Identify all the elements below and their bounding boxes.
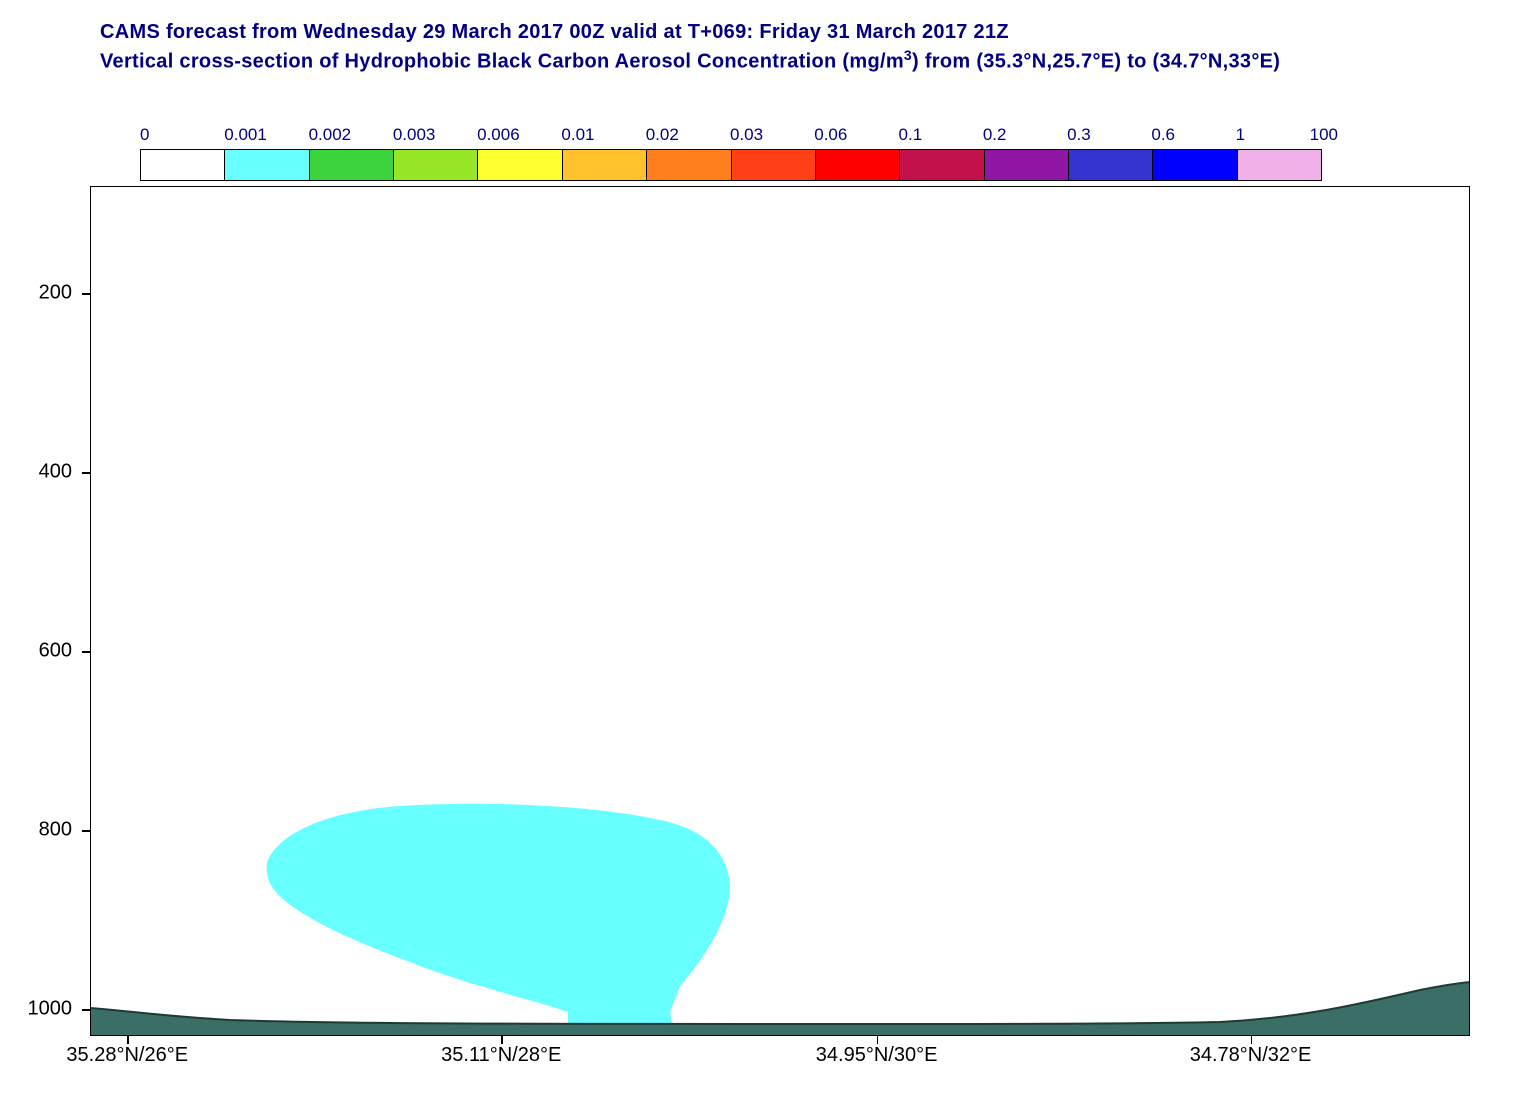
colorbar-label: 100	[1310, 125, 1338, 145]
colorbar-swatch	[225, 150, 309, 180]
colorbar-swatch	[985, 150, 1069, 180]
x-tick-label: 34.78°N/32°E	[1190, 1044, 1312, 1067]
colorbar-label: 0.3	[1067, 125, 1151, 145]
y-tick	[82, 472, 90, 474]
colorbar-label: 0	[140, 125, 224, 145]
terrain-silhouette	[90, 982, 1470, 1036]
colorbar-labels: 00.0010.0020.0030.0060.010.020.030.060.1…	[140, 125, 1320, 145]
y-tick	[82, 651, 90, 653]
colorbar-label: 0.01	[561, 125, 645, 145]
colorbar-swatch	[647, 150, 731, 180]
x-tick	[877, 1036, 879, 1044]
colorbar: 00.0010.0020.0030.0060.010.020.030.060.1…	[140, 125, 1320, 181]
x-tick-label: 35.11°N/28°E	[441, 1044, 561, 1067]
y-tick-label: 1000	[28, 998, 73, 1021]
colorbar-label: 0.6	[1151, 125, 1235, 145]
y-tick-label: 400	[39, 461, 72, 484]
y-tick	[82, 293, 90, 295]
colorbar-swatch	[563, 150, 647, 180]
plot-area: 2004006008001000 35.28°N/26°E35.11°N/28°…	[90, 186, 1470, 1036]
title-superscript: 3	[904, 47, 912, 63]
colorbar-swatch	[478, 150, 562, 180]
colorbar-swatch	[1069, 150, 1153, 180]
colorbar-swatch	[1238, 150, 1321, 180]
colorbar-label: 0.06	[814, 125, 898, 145]
colorbar-swatch	[394, 150, 478, 180]
colorbar-label: 0.02	[646, 125, 730, 145]
colorbar-label: 0.003	[393, 125, 477, 145]
y-tick	[82, 1009, 90, 1011]
colorbar-label: 0.1	[899, 125, 983, 145]
plot-svg	[90, 186, 1470, 1036]
x-tick	[127, 1036, 129, 1044]
x-tick-label: 35.28°N/26°E	[66, 1044, 188, 1067]
colorbar-label: 0.2	[983, 125, 1067, 145]
colorbar-label: 0.002	[309, 125, 393, 145]
title-line-2-pre: Vertical cross-section of Hydrophobic Bl…	[100, 51, 904, 73]
x-tick-label: 34.95°N/30°E	[816, 1044, 938, 1067]
x-tick	[501, 1036, 503, 1044]
y-tick-label: 600	[39, 640, 72, 663]
x-tick	[1251, 1036, 1253, 1044]
title-line-1: CAMS forecast from Wednesday 29 March 20…	[100, 18, 1280, 46]
y-tick-label: 800	[39, 819, 72, 842]
y-tick-label: 200	[39, 282, 72, 305]
colorbar-swatch	[310, 150, 394, 180]
colorbar-label: 0.006	[477, 125, 561, 145]
colorbar-swatch	[732, 150, 816, 180]
colorbar-label: 0.001	[224, 125, 308, 145]
colorbar-swatch	[816, 150, 900, 180]
chart-container: CAMS forecast from Wednesday 29 March 20…	[0, 0, 1513, 1101]
colorbar-label: 0.03	[730, 125, 814, 145]
y-tick	[82, 830, 90, 832]
colorbar-swatch	[141, 150, 225, 180]
title-line-2: Vertical cross-section of Hydrophobic Bl…	[100, 46, 1280, 76]
colorbar-swatch	[1153, 150, 1237, 180]
title-block: CAMS forecast from Wednesday 29 March 20…	[100, 18, 1280, 76]
aerosol-contour-region	[267, 804, 730, 1024]
colorbar-swatches	[140, 149, 1322, 181]
colorbar-swatch	[900, 150, 984, 180]
colorbar-label: 1	[1236, 125, 1320, 145]
title-line-2-post: ) from (35.3°N,25.7°E) to (34.7°N,33°E)	[912, 51, 1280, 73]
